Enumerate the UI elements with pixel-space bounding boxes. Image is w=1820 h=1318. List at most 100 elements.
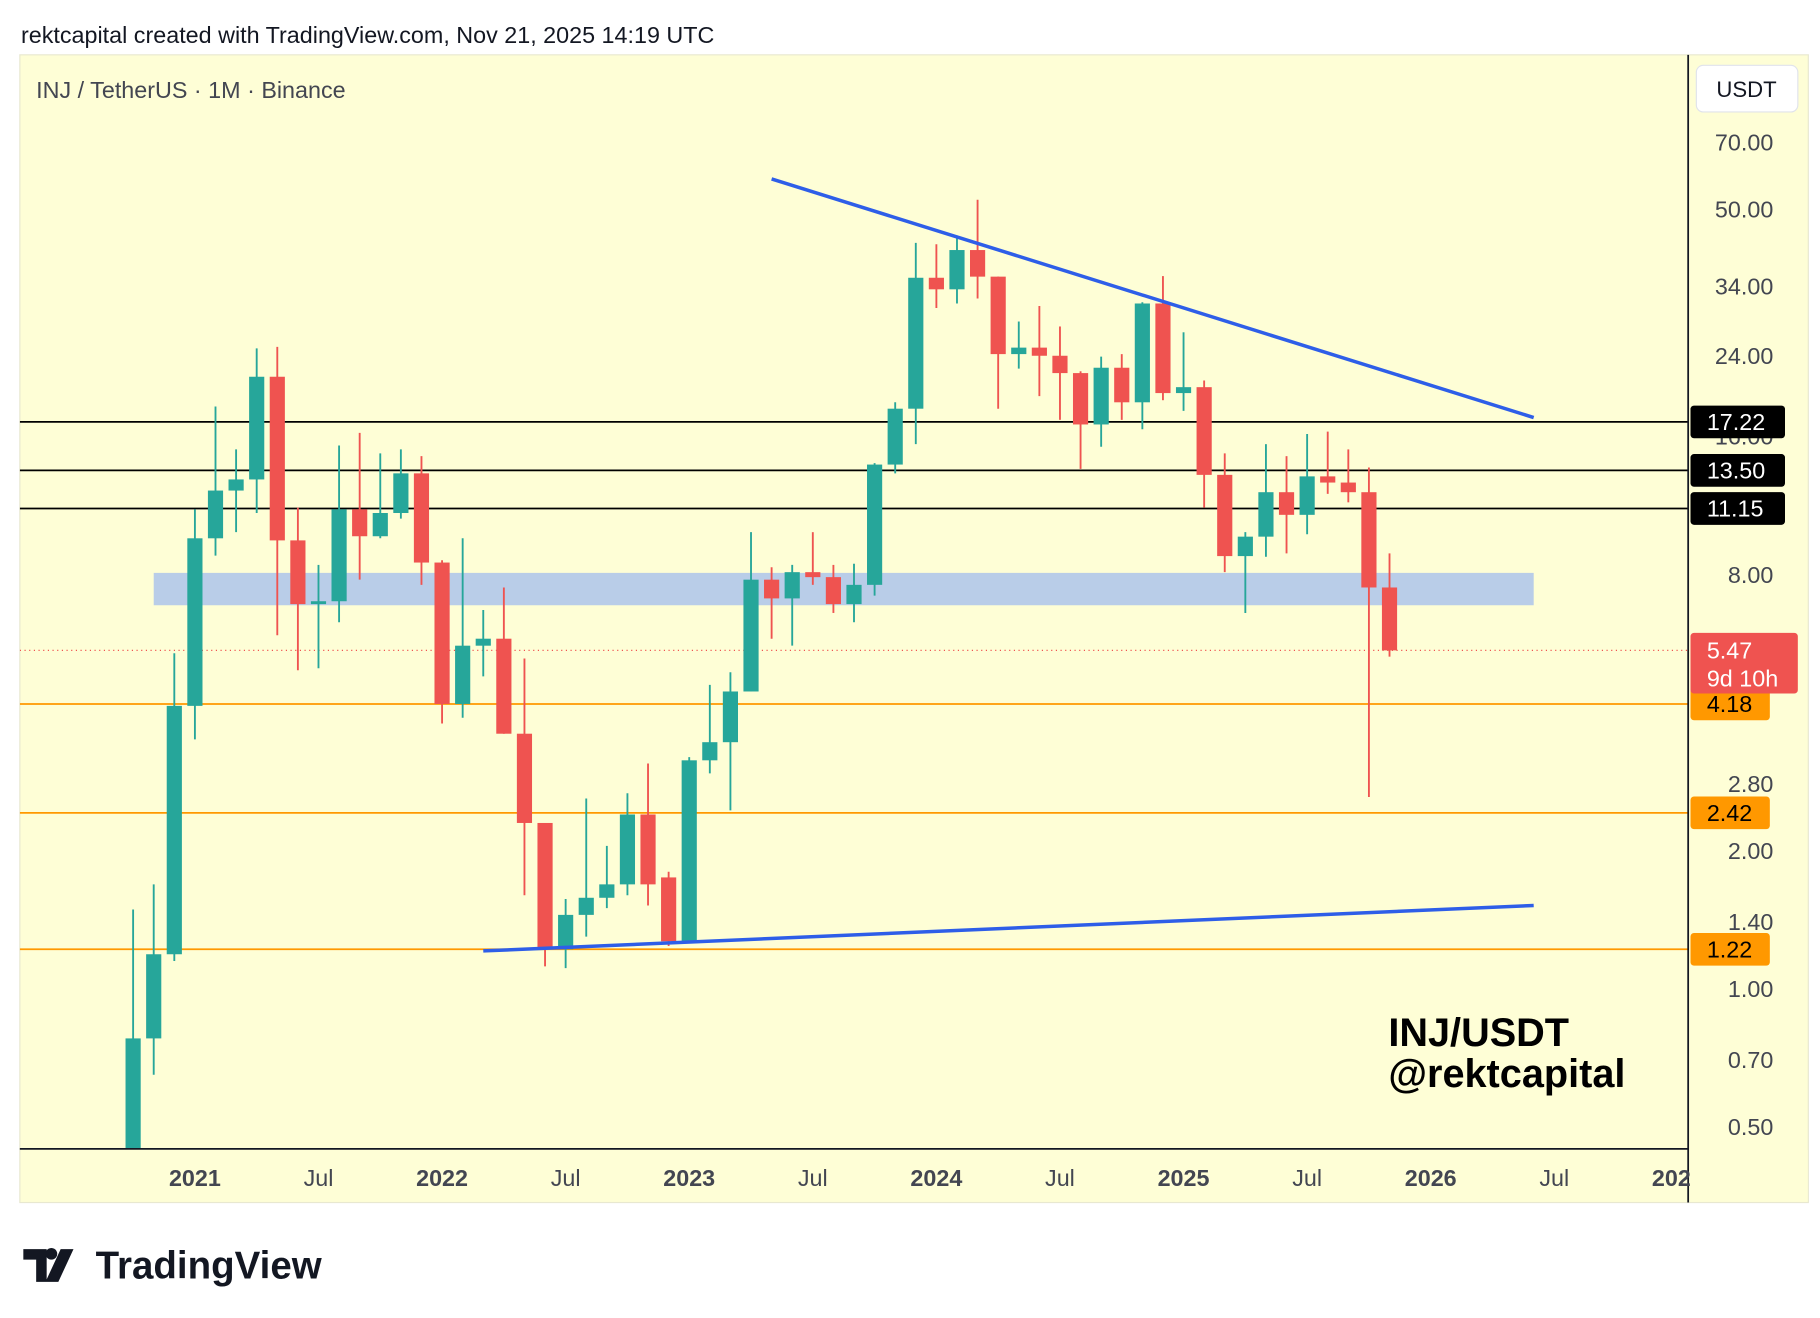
candle-body	[310, 601, 327, 605]
candle-body	[1196, 387, 1212, 475]
candle-body	[1052, 355, 1068, 374]
candle-body	[146, 954, 162, 1039]
candle-body	[1175, 387, 1192, 394]
candle-body	[434, 562, 450, 704]
level-label: 13.50	[1707, 458, 1765, 484]
currency-label[interactable]: USDT	[1716, 77, 1777, 102]
candle-body	[331, 509, 347, 602]
candle-body	[825, 577, 841, 605]
candle-body	[640, 814, 656, 885]
candle-body	[846, 584, 862, 605]
level-label-box	[1690, 687, 1770, 721]
candle-body	[619, 814, 636, 885]
symbol-title: INJ / TetherUS · 1M · Binance	[36, 77, 345, 103]
candle-body	[1093, 367, 1109, 425]
x-tick-label: Jul	[551, 1165, 581, 1191]
logo-icon	[23, 1248, 74, 1282]
candle-body	[702, 742, 718, 761]
y-tick-label: 2.00	[1728, 838, 1773, 864]
level-label-box	[1690, 932, 1770, 966]
level-label: 4.18	[1707, 691, 1752, 717]
candle-body	[949, 250, 965, 290]
candle-body	[372, 513, 388, 537]
trendline	[483, 903, 1534, 953]
x-tick-label: Jul	[798, 1165, 828, 1191]
last-price-box	[1690, 632, 1798, 694]
candle-body	[393, 473, 409, 514]
candle-body	[1258, 492, 1274, 537]
y-tick-label: 1.40	[1728, 909, 1773, 935]
candle-body	[1361, 492, 1377, 588]
candle-body	[1134, 303, 1150, 403]
y-tick-label: 0.70	[1728, 1047, 1773, 1073]
candle-body	[908, 277, 924, 409]
level-label-box	[1690, 405, 1785, 439]
countdown-label: 9d 10h	[1707, 666, 1778, 692]
candle-body	[496, 638, 512, 734]
candle-body	[764, 579, 780, 599]
x-tick-label: Jul	[1045, 1165, 1075, 1191]
candle-body	[455, 645, 471, 704]
level-label: 1.22	[1707, 936, 1752, 962]
candle-body	[516, 733, 533, 823]
candle-body	[681, 760, 697, 942]
candle-body	[125, 1038, 141, 1148]
candle-body	[1031, 347, 1047, 356]
x-tick-label: 2023	[663, 1165, 715, 1191]
candle-body	[784, 572, 800, 599]
y-tick-label: 8.00	[1728, 562, 1773, 588]
candle-body	[352, 509, 368, 537]
candle-body	[928, 277, 944, 290]
candle-body	[661, 877, 677, 942]
support-zone	[153, 572, 1534, 606]
y-tick-label: 24.00	[1715, 343, 1773, 369]
candle-body	[166, 705, 182, 955]
x-tick-label: 2026	[1405, 1165, 1457, 1191]
x-tick-label: 2025	[1158, 1165, 1210, 1191]
x-tick-label: 2021	[169, 1165, 221, 1191]
x-tick-label: 2022	[416, 1165, 468, 1191]
candle-body	[1299, 476, 1315, 515]
candle-body	[1340, 482, 1356, 493]
x-tick-label: Jul	[304, 1165, 334, 1191]
candle-body	[1237, 536, 1253, 557]
candle-body	[887, 408, 903, 465]
axis-corner	[1689, 1150, 1808, 1202]
y-tick-label: 0.50	[1728, 1114, 1773, 1140]
candle-body	[290, 540, 306, 605]
candle-body	[578, 897, 594, 915]
candle-body	[599, 884, 615, 898]
last-price-label: 5.47	[1707, 638, 1752, 664]
candle-body	[1278, 492, 1295, 515]
watermark: INJ/USDT	[1388, 1011, 1569, 1055]
candle-body	[475, 638, 491, 646]
candle-body	[1381, 587, 1398, 651]
candle-body	[1011, 347, 1027, 355]
brand-name: TradingView	[96, 1244, 323, 1287]
level-label: 17.22	[1707, 409, 1765, 435]
y-tick-label: 50.00	[1715, 197, 1773, 223]
header: rektcapital created with TradingView.com…	[21, 22, 714, 48]
candle-body	[207, 490, 224, 539]
currency-button[interactable]	[1695, 64, 1799, 113]
level-label: 11.15	[1707, 496, 1764, 522]
y-tick-label: 1.00	[1728, 976, 1773, 1002]
level-label-box	[1690, 796, 1770, 830]
level-label: 2.42	[1707, 800, 1752, 826]
candle-body	[249, 376, 265, 480]
candle-body	[805, 572, 821, 578]
x-tick-label: 2024	[910, 1165, 962, 1191]
axes	[19, 54, 1690, 1203]
candle-body	[969, 250, 986, 277]
level-label-box	[1690, 454, 1785, 487]
candle-body	[269, 376, 285, 541]
candle-body	[1072, 373, 1089, 425]
watermark: @rektcapital	[1388, 1052, 1625, 1096]
y-tick-label: 2.80	[1728, 771, 1773, 797]
candle-body	[722, 691, 739, 743]
level-label-box	[1690, 492, 1785, 525]
candle-body	[1217, 474, 1233, 557]
candle-body	[990, 276, 1006, 355]
